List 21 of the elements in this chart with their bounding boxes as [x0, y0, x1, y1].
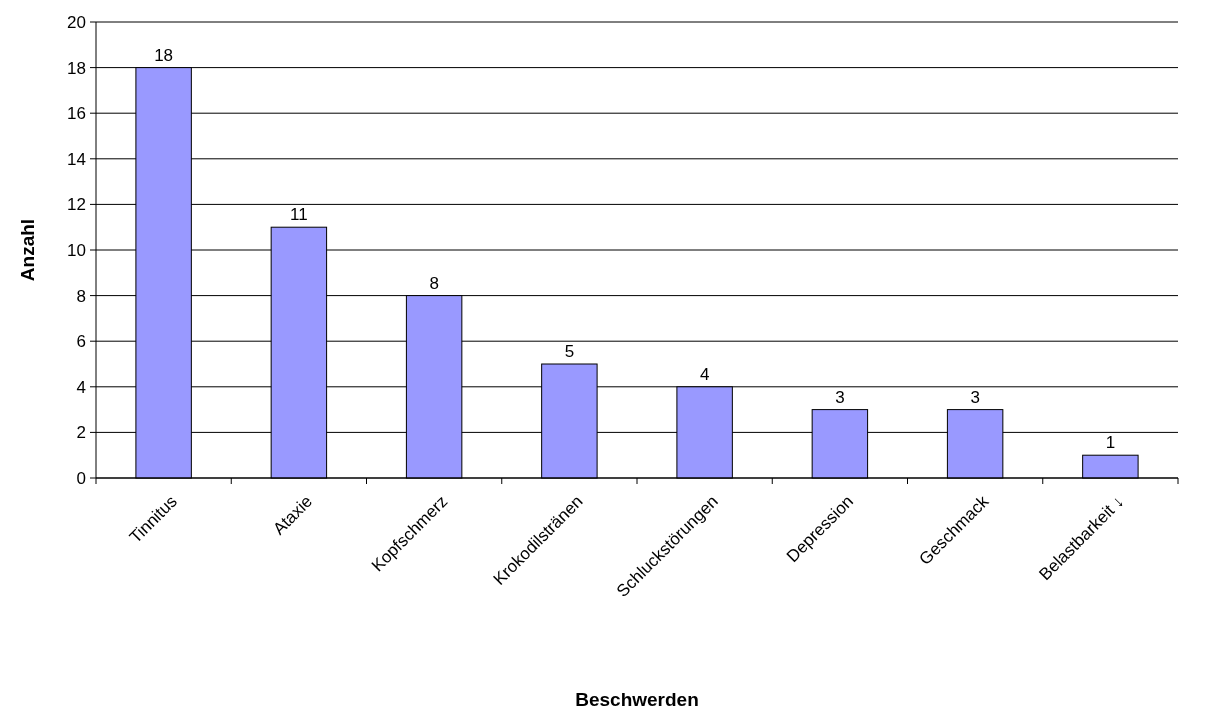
x-axis-title: Beschwerden: [575, 689, 699, 710]
y-tick-label: 2: [76, 423, 86, 443]
y-tick-label: 10: [67, 240, 86, 260]
data-label: 11: [290, 205, 308, 225]
y-tick-label: 18: [67, 58, 86, 78]
data-label: 1: [1105, 433, 1116, 453]
data-label: 18: [154, 45, 174, 65]
y-tick-label: 8: [76, 286, 86, 306]
data-label: 5: [564, 342, 575, 361]
y-tick-label: 12: [67, 195, 86, 215]
y-tick-label: 16: [67, 104, 86, 124]
data-label: 3: [835, 387, 845, 407]
data-label: 4: [699, 364, 710, 384]
data-label: 3: [970, 387, 980, 407]
y-tick-label: 6: [76, 332, 86, 352]
y-tick-label: 4: [76, 377, 86, 397]
y-tick-label: 14: [67, 149, 86, 169]
data-label: 8: [429, 273, 439, 293]
y-axis-title: Anzahl: [17, 218, 38, 282]
y-tick-label: 20: [67, 12, 86, 32]
y-tick-label: 0: [76, 468, 86, 488]
